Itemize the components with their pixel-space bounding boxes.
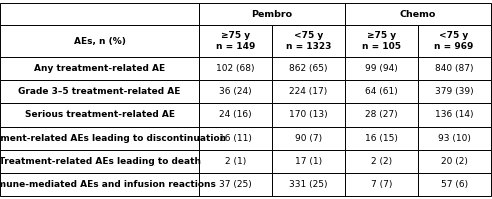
- Text: 16 (11): 16 (11): [219, 134, 252, 143]
- Text: 37 (25): 37 (25): [219, 180, 252, 189]
- Bar: [199, 80, 272, 103]
- Bar: [418, 80, 491, 103]
- Bar: [272, 25, 345, 57]
- Bar: [272, 57, 345, 80]
- Text: <75 y
n = 1323: <75 y n = 1323: [286, 31, 331, 51]
- Bar: [199, 3, 345, 25]
- Bar: [345, 25, 418, 57]
- Text: Treatment-related AEs leading to death: Treatment-related AEs leading to death: [0, 157, 201, 166]
- Text: 90 (7): 90 (7): [295, 134, 322, 143]
- Text: 57 (6): 57 (6): [440, 180, 468, 189]
- Bar: [199, 57, 272, 80]
- Text: 224 (17): 224 (17): [289, 87, 328, 96]
- Text: ≥75 y
n = 105: ≥75 y n = 105: [362, 31, 401, 51]
- Text: 28 (27): 28 (27): [365, 110, 398, 119]
- Text: 17 (1): 17 (1): [295, 157, 322, 166]
- Bar: [418, 173, 491, 196]
- Bar: [0, 127, 199, 150]
- Text: 840 (87): 840 (87): [435, 64, 473, 73]
- Text: Pembro: Pembro: [251, 10, 293, 19]
- Bar: [345, 127, 418, 150]
- Text: <75 y
n = 969: <75 y n = 969: [434, 31, 474, 51]
- Bar: [418, 103, 491, 127]
- Bar: [199, 150, 272, 173]
- Bar: [0, 3, 199, 25]
- Bar: [345, 3, 491, 25]
- Bar: [199, 25, 272, 57]
- Text: AEs, n (%): AEs, n (%): [74, 37, 125, 46]
- Bar: [345, 103, 418, 127]
- Text: Chemo: Chemo: [400, 10, 436, 19]
- Text: 379 (39): 379 (39): [435, 87, 473, 96]
- Text: Grade 3–5 treatment-related AE: Grade 3–5 treatment-related AE: [18, 87, 181, 96]
- Bar: [199, 103, 272, 127]
- Text: 862 (65): 862 (65): [289, 64, 328, 73]
- Bar: [0, 57, 199, 80]
- Bar: [199, 173, 272, 196]
- Text: 7 (7): 7 (7): [370, 180, 392, 189]
- Bar: [0, 150, 199, 173]
- Text: Treatment-related AEs leading to discontinuation: Treatment-related AEs leading to discont…: [0, 134, 226, 143]
- Text: 36 (24): 36 (24): [219, 87, 252, 96]
- Bar: [418, 150, 491, 173]
- Bar: [199, 127, 272, 150]
- Bar: [345, 150, 418, 173]
- Bar: [418, 57, 491, 80]
- Bar: [272, 173, 345, 196]
- Bar: [272, 103, 345, 127]
- Bar: [0, 173, 199, 196]
- Text: 99 (94): 99 (94): [365, 64, 398, 73]
- Bar: [0, 80, 199, 103]
- Bar: [345, 80, 418, 103]
- Text: 2 (1): 2 (1): [225, 157, 246, 166]
- Text: 136 (14): 136 (14): [435, 110, 473, 119]
- Text: 16 (15): 16 (15): [365, 134, 398, 143]
- Text: 93 (10): 93 (10): [438, 134, 470, 143]
- Text: ≥75 y
n = 149: ≥75 y n = 149: [216, 31, 255, 51]
- Text: Serious treatment-related AE: Serious treatment-related AE: [25, 110, 175, 119]
- Bar: [345, 57, 418, 80]
- Bar: [272, 150, 345, 173]
- Text: Immune-mediated AEs and infusion reactions: Immune-mediated AEs and infusion reactio…: [0, 180, 215, 189]
- Bar: [418, 25, 491, 57]
- Text: 170 (13): 170 (13): [289, 110, 328, 119]
- Text: 102 (68): 102 (68): [216, 64, 255, 73]
- Text: 20 (2): 20 (2): [441, 157, 467, 166]
- Bar: [0, 25, 199, 57]
- Bar: [418, 127, 491, 150]
- Bar: [345, 173, 418, 196]
- Text: 2 (2): 2 (2): [371, 157, 392, 166]
- Text: 331 (25): 331 (25): [289, 180, 328, 189]
- Bar: [272, 80, 345, 103]
- Text: 24 (16): 24 (16): [219, 110, 252, 119]
- Bar: [272, 127, 345, 150]
- Bar: [0, 103, 199, 127]
- Text: Any treatment-related AE: Any treatment-related AE: [34, 64, 165, 73]
- Text: 64 (61): 64 (61): [365, 87, 398, 96]
